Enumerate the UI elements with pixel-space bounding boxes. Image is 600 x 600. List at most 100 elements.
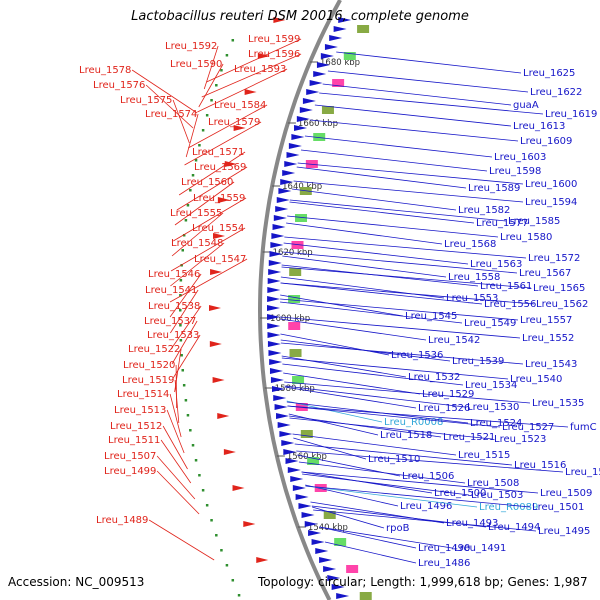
right-gene-label: Lreu_1540 xyxy=(510,374,562,385)
left-leader-line xyxy=(166,409,185,454)
left-gene-label: Lreu_1599 xyxy=(248,34,300,45)
tick-dot xyxy=(215,84,218,87)
tick-dot xyxy=(179,339,183,342)
left-gene-label: Lreu_1547 xyxy=(194,254,246,265)
reverse-gene-arrow xyxy=(272,386,286,392)
right-leader-line xyxy=(280,301,463,324)
forward-gene-arrow xyxy=(209,341,222,347)
reverse-gene-arrow xyxy=(282,170,296,176)
left-leader-line xyxy=(206,38,302,83)
left-leader-line xyxy=(173,197,247,242)
tick-dot xyxy=(189,429,192,432)
right-leader-line xyxy=(286,400,383,423)
forward-gene-arrow xyxy=(224,161,237,167)
right-gene-label: guaA xyxy=(513,100,539,111)
right-gene-label: Lreu_1532 xyxy=(408,372,460,383)
gene-block xyxy=(295,214,308,222)
right-gene-label: Lreu_1558 xyxy=(448,272,500,283)
tick-dot xyxy=(220,549,223,552)
right-leader-line xyxy=(289,417,493,440)
right-gene-label: Lreu_1521 xyxy=(443,432,495,443)
right-leader-line xyxy=(289,201,475,224)
right-gene-label: Lreu_1619 xyxy=(545,109,597,120)
tick-dot xyxy=(205,114,209,117)
reverse-gene-arrow xyxy=(327,575,341,581)
tick-dot xyxy=(179,309,182,312)
left-leader-line xyxy=(176,166,248,211)
right-gene-label: Lreu_1508 xyxy=(467,478,519,489)
left-gene-label: Lreu_1596 xyxy=(248,49,300,60)
right-gene-label: Lreu_1613 xyxy=(513,121,565,132)
tick-dot xyxy=(182,384,186,387)
left-gene-label: Lreu_1575 xyxy=(120,95,172,106)
right-leader-line xyxy=(289,415,442,438)
right-gene-labels: Lreu_1625 Lreu_1622 guaA Lreu_1619Lreu_1613… xyxy=(280,51,600,569)
left-gene-label: Lreu_1548 xyxy=(171,238,223,249)
left-leader-line xyxy=(156,455,196,500)
right-leader-line xyxy=(314,104,512,127)
right-gene-label: Lreu_1539 xyxy=(452,356,504,367)
reverse-gene-arrow xyxy=(338,17,352,23)
right-gene-label: Lreu_1518 xyxy=(380,430,432,441)
tick-dot xyxy=(184,399,188,402)
tick-dot xyxy=(180,354,183,357)
tick-dot xyxy=(179,294,182,297)
right-leader-line xyxy=(302,473,470,496)
tick-ring xyxy=(179,39,241,597)
left-gene-label: Lreu_1499 xyxy=(104,466,156,477)
reverse-gene-arrow xyxy=(284,161,298,167)
right-leader-line xyxy=(287,405,569,428)
right-gene-label: Lreu_1501 xyxy=(532,502,584,513)
reverse-gene-arrow xyxy=(272,224,286,230)
right-leader-line xyxy=(305,484,399,507)
right-leader-line xyxy=(282,251,518,274)
reverse-gene-arrow xyxy=(333,26,347,32)
reverse-gene-arrow xyxy=(301,512,315,518)
left-gene-label: Lreu_1571 xyxy=(192,147,244,158)
left-gene-label: Lreu_1592 xyxy=(165,41,217,52)
left-gene-label: Lreu_1522 xyxy=(128,344,180,355)
left-gene-label: Lreu_1489 xyxy=(96,515,148,526)
left-leader-line xyxy=(170,305,202,350)
reverse-gene-arrow xyxy=(280,179,294,185)
gene-block xyxy=(288,295,301,303)
genome-backbone xyxy=(257,0,342,600)
right-gene-label: Lreu_1585 xyxy=(508,216,560,227)
tick-dot xyxy=(231,39,235,42)
tick-dot xyxy=(181,369,185,372)
reverse-gene-arrow xyxy=(296,116,310,122)
left-gene-label: Lreu_1579 xyxy=(208,117,260,128)
reverse-gene-arrow xyxy=(315,548,329,554)
left-leader-line xyxy=(174,379,180,424)
right-leader-line xyxy=(280,318,427,341)
left-gene-label: Lreu_1511 xyxy=(108,435,160,446)
reverse-gene-arrow xyxy=(268,260,282,266)
right-leader-line xyxy=(280,342,524,365)
left-leader-line xyxy=(170,242,225,287)
reverse-gene-arrow xyxy=(270,242,284,248)
right-leader-line xyxy=(281,357,509,380)
right-gene-label: Lreu_1568 xyxy=(444,239,496,250)
right-leader-line xyxy=(319,526,453,549)
left-leader-line xyxy=(170,227,246,272)
right-leader-line xyxy=(298,461,466,484)
reverse-gene-arrow xyxy=(274,404,288,410)
right-leader-line xyxy=(280,282,483,305)
tick-dot xyxy=(237,594,241,597)
left-leader-line xyxy=(171,212,224,257)
left-leader-line xyxy=(156,470,200,515)
right-gene-label: Lreu_1545 xyxy=(405,311,457,322)
tick-dot xyxy=(194,159,198,162)
tick-dot xyxy=(231,579,235,582)
left-gene-labels: Lreu_1599 Lreu_1596 Lreu_1592 Lreu_1593 Lreu… xyxy=(79,34,302,561)
reverse-gene-arrow xyxy=(291,134,305,140)
tick-dot xyxy=(186,414,190,417)
left-leader-line xyxy=(185,113,199,158)
reverse-gene-arrow xyxy=(287,467,301,473)
left-leader-line xyxy=(169,273,202,318)
right-gene-label: Lreu_1535 xyxy=(532,398,584,409)
reverse-gene-arrow xyxy=(309,80,323,86)
left-leader-line xyxy=(171,320,198,365)
reverse-gene-arrow xyxy=(316,62,330,68)
right-gene-label: Lreu_1506 xyxy=(402,471,454,482)
